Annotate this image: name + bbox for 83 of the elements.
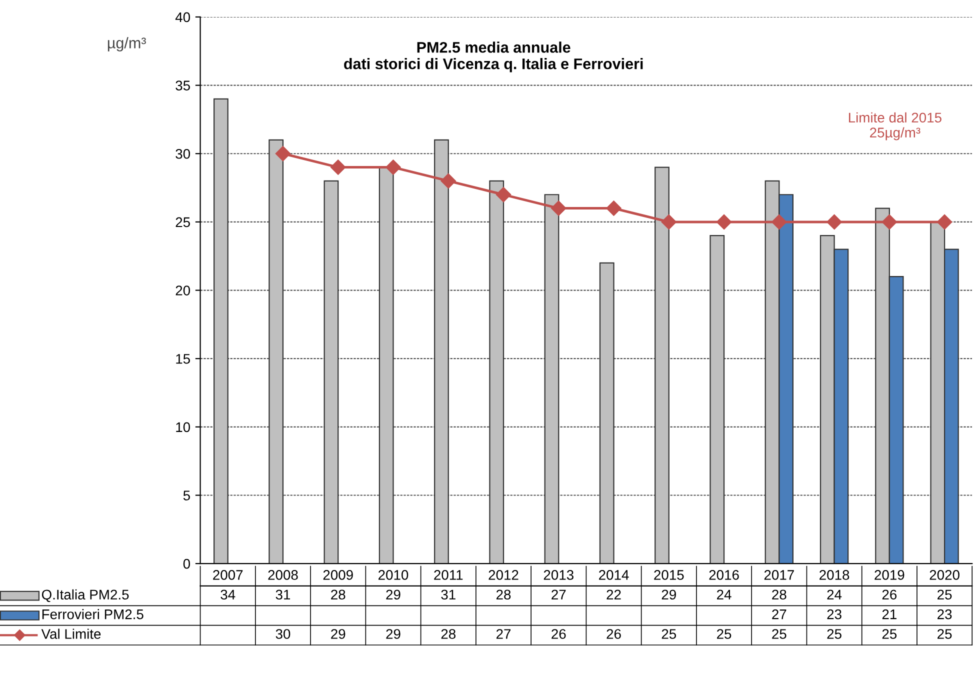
x-tick-label: 2009: [323, 570, 353, 580]
legend-label: Val Limite: [41, 628, 101, 639]
data-label: 34: [220, 590, 236, 600]
x-tick-label: 2012: [488, 570, 518, 580]
data-label: 31: [276, 590, 290, 600]
bar: [489, 180, 504, 564]
data-label: 29: [386, 590, 400, 600]
data-label: 31: [441, 590, 456, 600]
data-label: 21: [882, 609, 896, 620]
bar: [654, 166, 670, 564]
x-tick-label: 2016: [709, 570, 739, 580]
data-label: 23: [938, 609, 952, 620]
legend-label: Ferrovieri PM2.5: [42, 609, 144, 620]
point: [551, 200, 566, 216]
data-label: 26: [606, 629, 621, 639]
y-tick-label: 0: [183, 558, 190, 569]
data-label: 28: [331, 590, 346, 600]
y-tick-label: 40: [175, 12, 190, 22]
data-label: 25: [882, 629, 897, 639]
data-label: 26: [552, 629, 566, 639]
x-tick-label: 2020: [930, 570, 960, 580]
data-label: 29: [331, 629, 346, 639]
x-tick-label: 2007: [213, 570, 243, 580]
point: [496, 187, 512, 202]
x-tick-label: 2011: [434, 570, 463, 580]
data-label: 25: [662, 629, 676, 639]
data-label: 25: [717, 629, 732, 639]
y-tick-label: 25: [176, 217, 190, 228]
data-label: 27: [552, 590, 566, 600]
point: [882, 214, 897, 230]
data-label: 25: [938, 629, 952, 639]
data-label: 24: [717, 590, 732, 600]
x-tick-label: 2014: [599, 570, 629, 580]
y-tick-label: 5: [183, 490, 190, 500]
point: [330, 160, 346, 175]
bar: [268, 139, 284, 564]
bar: [214, 98, 228, 564]
data-label: 25: [772, 629, 786, 639]
y-tick-label: 15: [176, 354, 190, 364]
point: [716, 214, 732, 230]
y-tick-label: 10: [176, 422, 190, 432]
x-tick-label: 2015: [654, 570, 684, 580]
point: [826, 214, 842, 230]
data-label: 30: [276, 629, 290, 639]
data-label: 25: [938, 590, 952, 600]
x-tick-label: 2013: [544, 570, 574, 580]
data-label: 27: [496, 629, 511, 639]
text: PM2.5 media annuale dati storici di Vicenza q. Italia e Ferrovieri: [344, 42, 643, 72]
data-label: 22: [606, 590, 621, 600]
point: [772, 214, 787, 230]
data-label: 26: [882, 590, 897, 600]
data-label: 28: [496, 590, 511, 600]
annotation: Limite dal 2015 25µg/m³: [848, 112, 942, 140]
x-tick-label: 2019: [874, 570, 904, 580]
bar: [434, 139, 449, 564]
point: [606, 200, 622, 216]
x-tick-label: 2017: [764, 570, 794, 580]
data-label: 28: [441, 629, 456, 639]
bar: [599, 262, 614, 564]
y-axis-title: µg/m³: [108, 37, 146, 52]
legend-label: Q.Italia PM2.5: [42, 589, 129, 602]
data-label: 27: [772, 609, 786, 620]
bar: [544, 194, 560, 564]
point: [440, 173, 456, 189]
point: [275, 146, 291, 162]
point: [936, 214, 952, 230]
x-tick-label: 2018: [820, 570, 850, 580]
bar: [378, 166, 394, 564]
y-tick-label: 20: [176, 286, 190, 296]
data-label: 24: [827, 590, 842, 600]
x-tick-label: 2008: [268, 570, 298, 580]
bar: [710, 235, 725, 564]
bar: [324, 180, 339, 564]
point: [661, 214, 676, 230]
data-label: 29: [662, 590, 676, 600]
y-tick-label: 30: [176, 148, 190, 159]
point: [386, 160, 401, 175]
data-label: 25: [827, 629, 842, 639]
data-label: 29: [386, 629, 400, 639]
data-label: 23: [827, 609, 842, 620]
x-tick-label: 2010: [378, 570, 408, 580]
data-label: 28: [772, 590, 786, 600]
y-tick-label: 35: [176, 80, 190, 90]
